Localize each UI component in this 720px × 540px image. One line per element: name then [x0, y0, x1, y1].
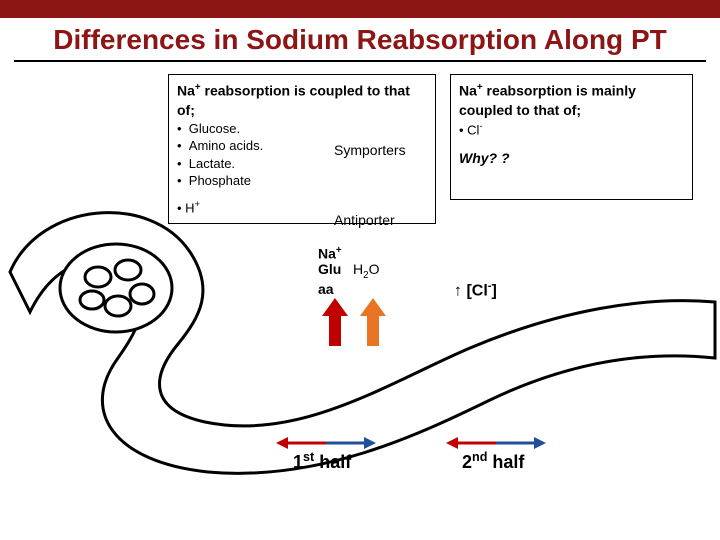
page-title: Differences in Sodium Reabsorption Along… — [18, 24, 702, 56]
right-box-why: Why? ? — [459, 149, 684, 168]
first-half-label: 1st half — [293, 450, 351, 473]
reabsorption-arrow-red — [322, 298, 348, 346]
left-box-item-1: • Glucose. — [177, 120, 427, 138]
symporters-label: Symporters — [334, 142, 406, 158]
reabsorbed-substances-label: Na+ Glu H2O aa — [318, 246, 379, 297]
antiporter-label: Antiporter — [334, 212, 395, 228]
header-bar — [0, 0, 720, 18]
reabsorption-arrow-orange — [360, 298, 386, 346]
left-box-item-4: • Phosphate — [177, 172, 427, 190]
chloride-concentration-label: ↑ [Cl-] — [454, 280, 497, 300]
right-box-header: Na+ reabsorption is mainly coupled to th… — [459, 81, 684, 119]
left-box-header: Na+ reabsorption is coupled to that of; — [177, 81, 427, 119]
diagram-area: Na+ reabsorption is coupled to that of; … — [0, 62, 720, 494]
right-box-item-1: • Cl- — [459, 120, 684, 139]
right-info-box: Na+ reabsorption is mainly coupled to th… — [450, 74, 693, 200]
second-half-label: 2nd half — [462, 450, 524, 473]
